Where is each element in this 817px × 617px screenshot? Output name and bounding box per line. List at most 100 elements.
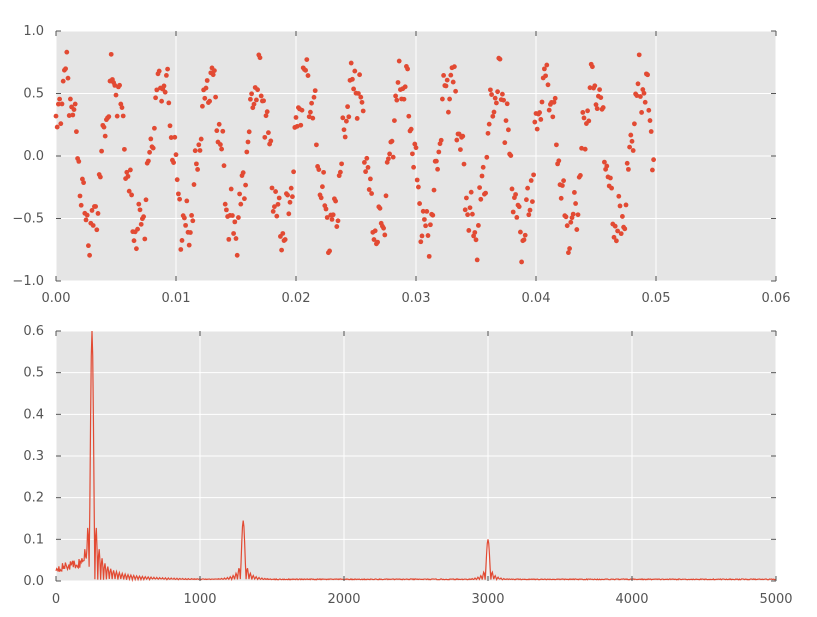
data-point <box>320 184 325 190</box>
data-point <box>440 96 445 102</box>
data-point <box>202 95 208 101</box>
data-point <box>136 201 142 207</box>
x-tick-label: 0 <box>52 592 60 607</box>
data-point <box>299 107 305 113</box>
data-point <box>392 118 397 123</box>
data-point <box>257 55 263 61</box>
y-tick-label: 0.3 <box>23 449 44 464</box>
data-point <box>544 62 550 68</box>
data-point <box>406 113 412 119</box>
data-point <box>514 214 520 220</box>
data-point <box>258 93 264 99</box>
data-point <box>519 259 524 265</box>
data-point <box>497 56 503 62</box>
data-point <box>238 201 244 207</box>
data-point <box>114 113 120 119</box>
data-point <box>594 106 600 112</box>
data-point <box>345 104 350 110</box>
data-point <box>89 208 95 213</box>
data-point <box>344 118 349 124</box>
data-point <box>362 159 367 165</box>
data-point <box>366 187 372 192</box>
data-point <box>550 114 556 120</box>
data-point <box>164 73 169 78</box>
data-point <box>648 129 654 134</box>
data-point <box>303 67 308 73</box>
data-point <box>602 159 607 165</box>
data-point <box>179 238 185 243</box>
data-point <box>72 101 78 107</box>
data-point <box>424 209 430 214</box>
data-point <box>394 97 400 103</box>
data-point <box>98 174 103 180</box>
data-point <box>314 142 319 148</box>
data-point <box>640 87 646 92</box>
data-point <box>629 138 635 144</box>
data-point <box>438 137 444 143</box>
data-point <box>339 161 344 167</box>
data-point <box>143 197 149 203</box>
data-point <box>196 142 202 148</box>
data-point <box>435 166 440 172</box>
data-point <box>298 122 304 128</box>
data-point <box>83 217 89 223</box>
time-domain-plot: 0.00 0.01 0.02 0.03 0.04 0.05 0.06 −1.0 … <box>12 24 790 306</box>
data-point <box>527 207 533 213</box>
data-point <box>182 215 187 221</box>
data-point <box>575 212 581 218</box>
data-point <box>638 94 643 99</box>
data-point <box>526 212 532 218</box>
data-point <box>200 103 205 109</box>
data-point <box>524 197 529 203</box>
data-point <box>324 215 330 220</box>
data-point <box>617 203 623 209</box>
data-point <box>461 161 467 167</box>
data-point <box>306 114 312 120</box>
data-point <box>154 87 160 93</box>
data-point <box>436 149 442 155</box>
data-point <box>129 192 135 198</box>
spectrum-line <box>55 330 777 583</box>
data-point <box>585 108 590 114</box>
data-point <box>458 147 463 153</box>
data-point <box>335 218 341 224</box>
data-point <box>165 66 171 72</box>
data-point <box>316 167 322 172</box>
data-point <box>290 194 295 200</box>
data-point <box>189 213 195 218</box>
data-point <box>492 95 498 101</box>
x-tick-label: 0.03 <box>402 291 431 306</box>
data-point <box>402 84 408 90</box>
data-point <box>614 238 619 244</box>
data-point <box>382 232 388 238</box>
data-point <box>422 217 427 222</box>
data-point <box>423 223 428 229</box>
data-point <box>329 216 335 222</box>
data-point <box>191 182 197 187</box>
data-point <box>586 118 592 124</box>
data-point <box>76 159 82 164</box>
data-point <box>446 109 451 115</box>
data-point <box>393 93 398 99</box>
spectrum-plot-y-tick-labels: 0.0 0.1 0.2 0.3 0.4 0.5 0.6 <box>23 324 44 589</box>
data-point <box>426 253 432 259</box>
data-point <box>167 123 173 129</box>
data-point <box>305 73 311 78</box>
data-point <box>390 154 396 160</box>
data-point <box>56 101 61 107</box>
y-tick-label: 0.4 <box>23 407 44 422</box>
data-point <box>628 132 634 138</box>
data-point <box>634 93 640 98</box>
data-point <box>192 148 198 154</box>
data-point <box>430 212 436 218</box>
data-point <box>470 211 475 217</box>
data-point <box>95 211 101 216</box>
data-point <box>447 96 452 102</box>
data-point <box>365 164 371 170</box>
data-point <box>232 219 238 225</box>
data-point <box>255 87 260 93</box>
data-point <box>453 88 458 94</box>
data-point <box>354 116 360 121</box>
data-point <box>120 113 126 119</box>
data-point <box>173 152 179 158</box>
